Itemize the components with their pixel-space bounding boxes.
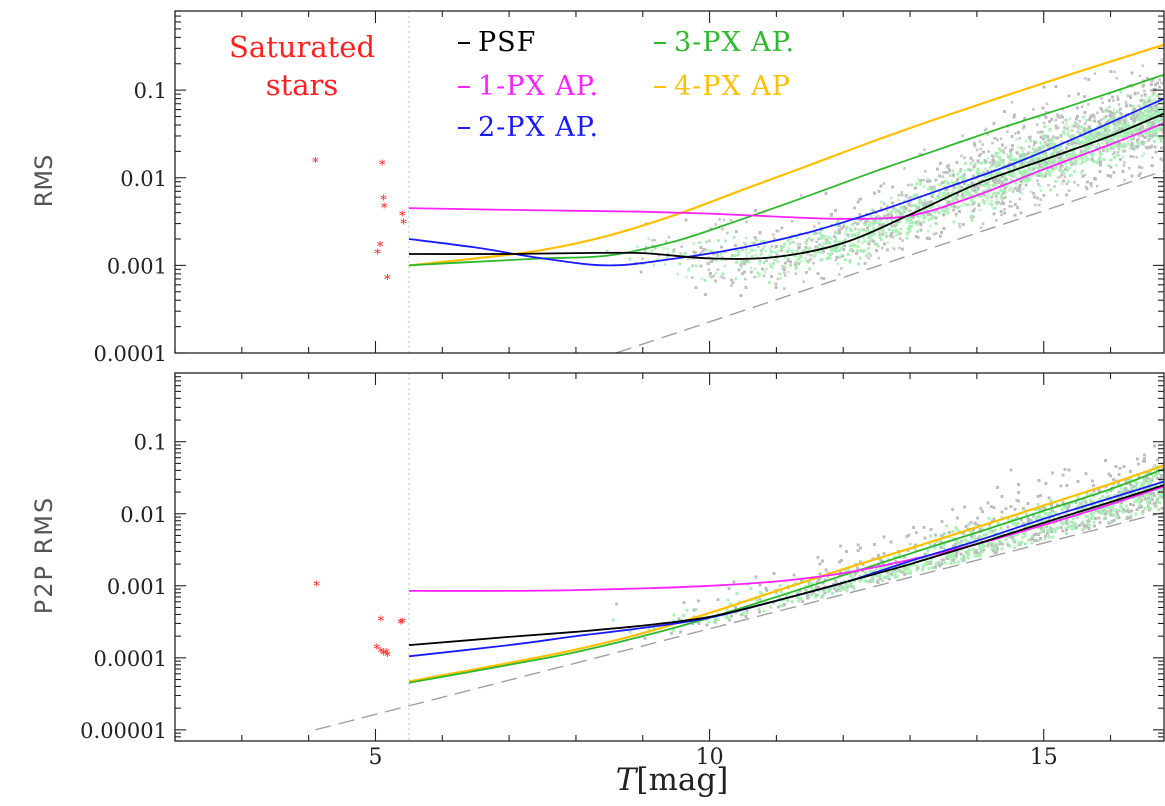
rms-saturated-star: * bbox=[381, 201, 388, 216]
p2p-ytick-label: 0.0001 bbox=[94, 647, 167, 671]
p2p-saturated-star: * bbox=[399, 616, 406, 631]
p2p-saturated-stars: ********* bbox=[313, 579, 406, 665]
x-axis-label-unit: [mag] bbox=[636, 762, 728, 798]
rms-series-ap3 bbox=[409, 75, 1164, 266]
rms-axes: 0.0001 0.001 0.01 0.1 bbox=[94, 11, 1164, 366]
rms-saturated-star: * bbox=[374, 248, 381, 263]
p2p-ytick-label: 0.001 bbox=[107, 575, 167, 599]
legend-label-ap4: 4-PX AP bbox=[674, 71, 791, 102]
rms-ytick-label: 0.001 bbox=[107, 254, 167, 278]
x-axis-label: T[mag] bbox=[616, 762, 729, 798]
rms-saturated-star: * bbox=[384, 273, 391, 288]
rms-saturated-star: * bbox=[312, 156, 319, 171]
rms-saturated-star: * bbox=[379, 159, 386, 174]
legend-label-ap1: 1-PX AP. bbox=[478, 71, 599, 102]
p2p-saturated-star: * bbox=[384, 650, 391, 665]
rms-saturated-stars: ********* bbox=[312, 156, 407, 288]
rms-saturated-star: * bbox=[400, 217, 407, 232]
p2p-frame bbox=[175, 373, 1164, 741]
x-tick-label: 15 bbox=[1030, 745, 1058, 770]
x-tick-label: 5 bbox=[368, 745, 382, 770]
annotation-line-1: Saturated bbox=[229, 30, 375, 64]
p2p-ylabel: P2P RMS bbox=[30, 496, 58, 614]
rms-ylabel: RMS bbox=[30, 155, 58, 208]
p2p-saturated-star: * bbox=[378, 615, 385, 630]
legend-label-psf: PSF bbox=[478, 27, 536, 58]
legend-label-ap2: 2-PX AP. bbox=[478, 112, 599, 143]
legend-label-ap3: 3-PX AP. bbox=[674, 27, 795, 58]
p2p-ytick-label: 0.01 bbox=[120, 503, 167, 527]
legend: PSF 1-PX AP. 2-PX AP. 3-PX AP. 4-PX AP bbox=[458, 27, 795, 143]
p2p-ytick-label: 0.1 bbox=[134, 431, 167, 455]
p2p-scatter-cloud bbox=[612, 445, 1165, 640]
rms-ytick-label: 0.0001 bbox=[94, 342, 167, 366]
rms-ytick-label: 0.01 bbox=[120, 167, 167, 191]
panel-rms: ********* 0.0001 0.001 0.01 0.1 bbox=[94, 11, 1165, 366]
p2p-series-ap4 bbox=[409, 465, 1164, 681]
p2p-noise-floor-line bbox=[315, 512, 1164, 730]
rms-series-lines bbox=[409, 11, 1164, 353]
p2p-ytick-label: 0.00001 bbox=[80, 719, 167, 743]
rms-ytick-label: 0.1 bbox=[134, 79, 167, 103]
x-axis-label-symbol: T bbox=[616, 762, 639, 798]
p2p-saturated-star: * bbox=[313, 579, 320, 594]
annotation-line-2: stars bbox=[266, 68, 339, 102]
p2p-series-lines bbox=[315, 373, 1164, 741]
p2p-series-ap1 bbox=[409, 486, 1164, 591]
